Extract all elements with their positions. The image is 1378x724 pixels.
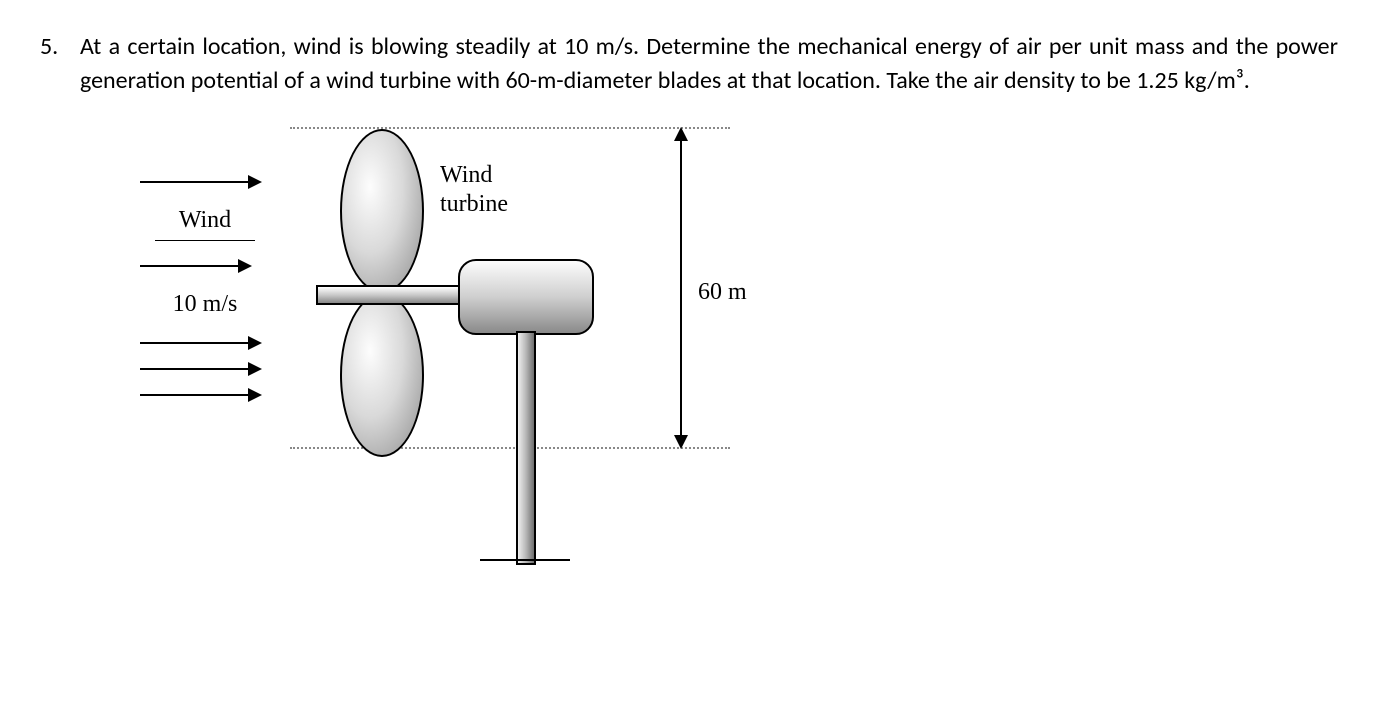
wind-arrow-icon xyxy=(140,181,260,183)
wind-arrow-icon xyxy=(140,394,260,396)
turbine-tower xyxy=(516,331,536,565)
problem-text: At a certain location, wind is blowing s… xyxy=(80,30,1338,97)
problem-container: 5. At a certain location, wind is blowin… xyxy=(40,30,1338,607)
turbine-label-line2: turbine xyxy=(440,190,508,219)
problem-body: At a certain location, wind is blowing s… xyxy=(80,30,1338,607)
figure: Wind 10 m/s Wind turbine xyxy=(120,127,800,607)
wind-arrow-icon xyxy=(140,368,260,370)
wind-label-underline xyxy=(155,240,255,241)
dimension-arrow-icon xyxy=(680,137,682,439)
wind-arrow-icon xyxy=(140,342,260,344)
diameter-dimension: 60 m xyxy=(670,129,750,447)
turbine-blade-top xyxy=(340,129,424,293)
turbine-hub xyxy=(316,285,460,305)
turbine-label-line1: Wind xyxy=(440,161,508,190)
diameter-label: 60 m xyxy=(698,279,747,306)
turbine-blade-bottom xyxy=(340,293,424,457)
wind-arrow-icon xyxy=(140,265,250,267)
wind-block: Wind 10 m/s xyxy=(120,157,290,420)
wind-label: Wind xyxy=(120,207,290,234)
turbine-base xyxy=(480,559,570,561)
turbine-nacelle xyxy=(458,259,594,335)
turbine-label: Wind turbine xyxy=(440,161,508,219)
problem-number: 5. xyxy=(40,30,80,61)
wind-speed: 10 m/s xyxy=(120,291,290,318)
